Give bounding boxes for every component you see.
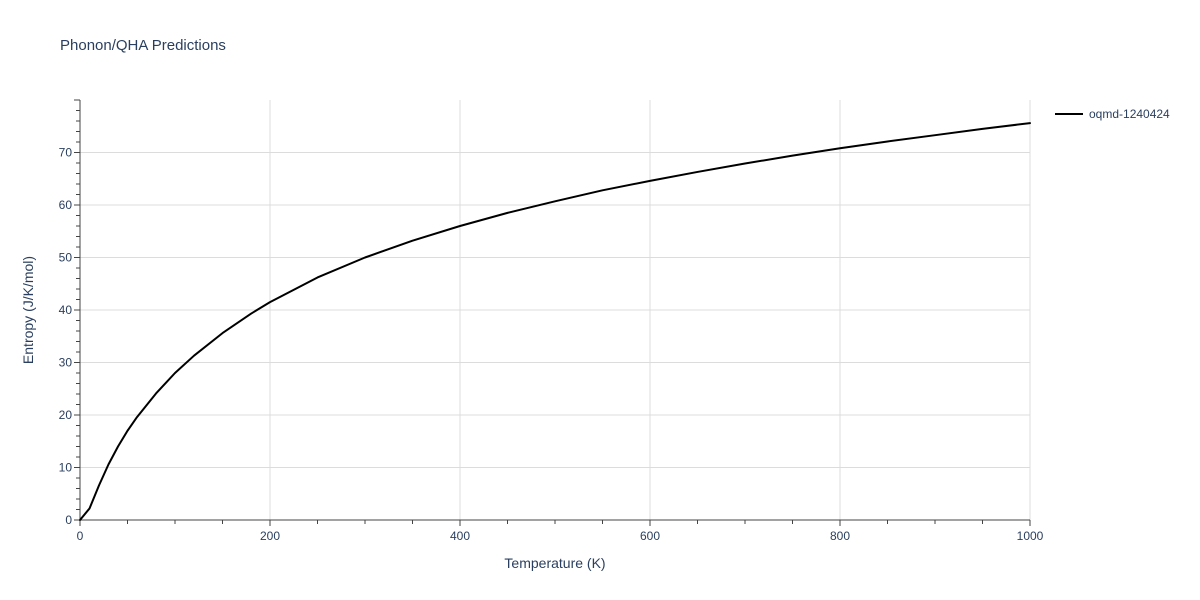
x-axis-title: Temperature (K) — [504, 555, 605, 571]
y-tick-label: 70 — [59, 146, 73, 160]
legend[interactable]: oqmd-1240424 — [1055, 107, 1170, 121]
y-tick-label: 50 — [59, 251, 73, 265]
y-axis-title: Entropy (J/K/mol) — [20, 256, 36, 364]
x-tick-label: 800 — [830, 529, 850, 543]
x-tick-label: 200 — [260, 529, 280, 543]
series-layer — [79, 122, 1031, 521]
y-tick-label: 40 — [59, 303, 73, 317]
y-tick-label: 30 — [59, 356, 73, 370]
ticks: 0 200 400 600 800 1000 0 10 20 30 40 50 60 70 — [59, 99, 1044, 543]
y-tick-label: 20 — [59, 408, 73, 422]
chart-title: Phonon/QHA Predictions — [60, 37, 226, 54]
grid-lines — [80, 100, 1031, 520]
x-tick-label: 1000 — [1017, 529, 1044, 543]
x-tick-label: 400 — [450, 529, 470, 543]
y-tick-label: 60 — [59, 198, 73, 212]
x-tick-label: 0 — [77, 529, 84, 543]
series-line — [79, 122, 1031, 521]
y-tick-label: 10 — [59, 461, 73, 475]
y-tick-label: 0 — [65, 513, 72, 527]
legend-label[interactable]: oqmd-1240424 — [1089, 107, 1170, 121]
x-tick-label: 600 — [640, 529, 660, 543]
